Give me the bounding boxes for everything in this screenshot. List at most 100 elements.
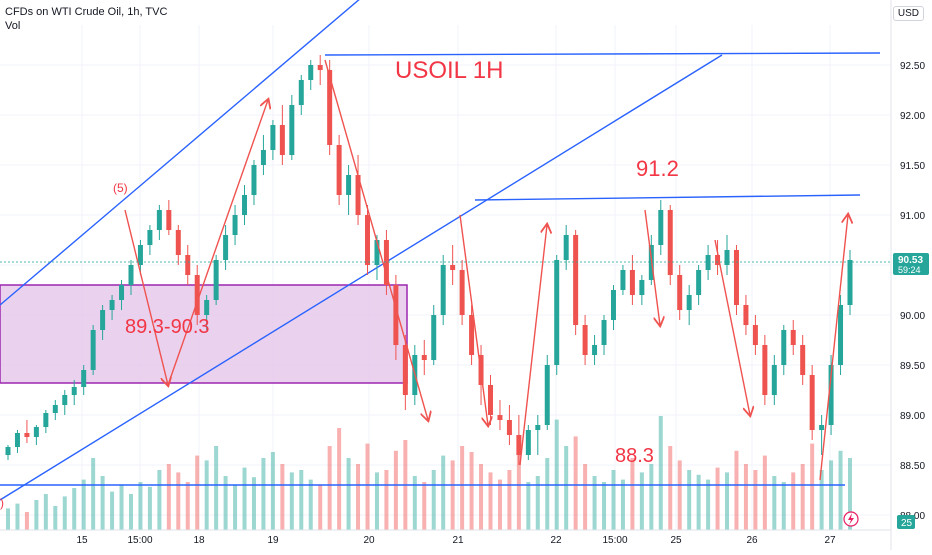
candle-body bbox=[175, 230, 181, 255]
candle-body bbox=[516, 435, 522, 455]
volume-bar bbox=[214, 446, 219, 530]
volume-bar bbox=[535, 476, 540, 530]
volume-bar bbox=[157, 470, 162, 530]
time-axis[interactable]: 15 15:00 18 19 20 21 22 15:00 25 26 27 bbox=[0, 529, 891, 546]
annotation-wave-start: ) bbox=[0, 496, 4, 510]
symbol-title[interactable]: CFDs on WTI Crude Oil, 1h, TVC bbox=[5, 6, 168, 18]
candle-body bbox=[592, 345, 598, 355]
volume-bar bbox=[687, 470, 692, 530]
candle-body bbox=[100, 310, 106, 330]
volume-bar bbox=[384, 470, 389, 530]
candle-body bbox=[847, 260, 853, 305]
volume-bar bbox=[34, 500, 39, 530]
volume-bar bbox=[24, 512, 29, 530]
candle-body bbox=[43, 413, 49, 427]
chart-legend: CFDs on WTI Crude Oil, 1h, TVC Vol bbox=[5, 5, 167, 33]
candle-body bbox=[147, 230, 153, 245]
candle-body bbox=[771, 365, 777, 395]
volume-bar bbox=[337, 428, 342, 530]
candle-body bbox=[402, 345, 408, 395]
trend-lines bbox=[0, 0, 881, 501]
candle-body bbox=[743, 305, 749, 325]
candle-body bbox=[677, 275, 683, 310]
volume-bar bbox=[450, 460, 455, 530]
annotation-wave-5: (5) bbox=[113, 181, 128, 195]
volume-bar bbox=[810, 443, 815, 530]
volume-bar bbox=[91, 458, 96, 530]
volume-bar bbox=[507, 470, 512, 530]
volume-bar bbox=[289, 472, 294, 530]
candle-body bbox=[194, 275, 200, 315]
volume-bar bbox=[261, 458, 266, 530]
volume-bar bbox=[611, 470, 616, 530]
volume-bar bbox=[318, 484, 323, 530]
volume-bar bbox=[762, 455, 767, 530]
volume-bar bbox=[43, 494, 48, 530]
annotation-88-3: 88.3 bbox=[615, 445, 654, 467]
demand-zone bbox=[0, 284, 408, 384]
candle-body bbox=[639, 280, 645, 295]
candle-body bbox=[251, 165, 257, 195]
volume-bar bbox=[441, 455, 446, 530]
resistance-line-91-2 bbox=[474, 194, 861, 201]
wave-arrow bbox=[124, 209, 168, 385]
volume-bar bbox=[630, 458, 635, 530]
volume-bar bbox=[128, 494, 133, 530]
candle-body bbox=[790, 330, 796, 345]
time-tick-label: 20 bbox=[363, 535, 375, 546]
volume-bar bbox=[791, 472, 796, 530]
candle-body bbox=[242, 195, 248, 215]
volume-bar bbox=[554, 419, 559, 530]
candle-body bbox=[166, 210, 172, 230]
volume-bar bbox=[848, 458, 852, 530]
volume-bar bbox=[800, 464, 805, 530]
candle-body bbox=[582, 325, 588, 355]
candle-body bbox=[497, 415, 503, 420]
volume-bar bbox=[138, 482, 143, 530]
candle-body bbox=[629, 270, 635, 295]
volume-bar bbox=[772, 476, 777, 530]
volume-bar bbox=[734, 450, 739, 530]
candle-body bbox=[610, 290, 616, 320]
volume-bar bbox=[62, 496, 67, 530]
volume-bar bbox=[147, 486, 152, 530]
candle-body bbox=[658, 210, 664, 245]
candle-body bbox=[260, 150, 266, 165]
candle-body bbox=[383, 240, 389, 285]
candle-body bbox=[5, 447, 11, 455]
volume-bar bbox=[838, 450, 843, 530]
candle-body bbox=[544, 365, 550, 425]
volume-bar bbox=[753, 470, 758, 530]
candle-body bbox=[450, 265, 456, 270]
volume-bar bbox=[479, 464, 484, 530]
currency-button[interactable]: USD bbox=[892, 6, 924, 21]
candle-body bbox=[204, 300, 210, 315]
candle-body bbox=[506, 420, 512, 435]
candle-body bbox=[308, 65, 314, 80]
volume-bar bbox=[564, 446, 569, 530]
volume-bar bbox=[602, 482, 607, 530]
time-tick-label: 22 bbox=[550, 535, 562, 546]
volume-bar bbox=[166, 464, 171, 530]
lightning-bolt-icon bbox=[848, 513, 854, 525]
wave-arrows bbox=[124, 59, 848, 481]
volume-bar bbox=[53, 506, 58, 530]
volume-bar bbox=[327, 446, 332, 530]
grid-lines bbox=[0, 25, 890, 530]
time-tick-label: 25 bbox=[670, 535, 682, 546]
candle-body bbox=[838, 305, 844, 365]
candle-body bbox=[317, 65, 323, 70]
corner-badge bbox=[897, 515, 915, 529]
price-tick-label: 91.00 bbox=[900, 211, 925, 222]
volume-bar bbox=[658, 416, 663, 530]
candle-body bbox=[119, 285, 125, 300]
volume-bar bbox=[242, 467, 247, 530]
candle-body bbox=[327, 70, 333, 145]
volume-bar bbox=[223, 476, 228, 530]
price-tick-label: 88.50 bbox=[900, 461, 925, 472]
price-tick-label: 92.00 bbox=[900, 111, 925, 122]
candle-body bbox=[431, 315, 437, 360]
time-tick-label: 26 bbox=[746, 535, 758, 546]
